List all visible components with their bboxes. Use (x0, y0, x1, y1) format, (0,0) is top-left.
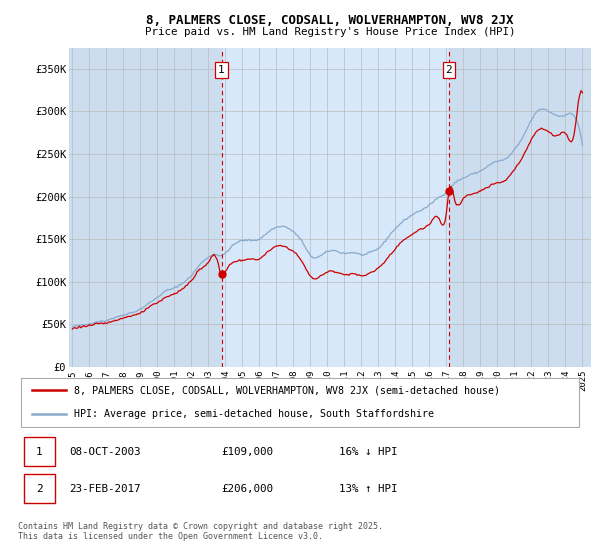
Text: HPI: Average price, semi-detached house, South Staffordshire: HPI: Average price, semi-detached house,… (74, 409, 434, 419)
Text: 23-FEB-2017: 23-FEB-2017 (69, 484, 140, 493)
Text: 2: 2 (36, 484, 43, 493)
Text: 1: 1 (218, 65, 225, 75)
FancyBboxPatch shape (23, 474, 55, 503)
Text: £109,000: £109,000 (221, 447, 273, 456)
Text: 16% ↓ HPI: 16% ↓ HPI (340, 447, 398, 456)
Text: £206,000: £206,000 (221, 484, 273, 493)
Text: 1: 1 (36, 447, 43, 456)
Text: 13% ↑ HPI: 13% ↑ HPI (340, 484, 398, 493)
Text: Contains HM Land Registry data © Crown copyright and database right 2025.
This d: Contains HM Land Registry data © Crown c… (18, 522, 383, 542)
Bar (221, 48, 449, 367)
Text: 8, PALMERS CLOSE, CODSALL, WOLVERHAMPTON, WV8 2JX: 8, PALMERS CLOSE, CODSALL, WOLVERHAMPTON… (146, 14, 514, 27)
Text: 2: 2 (445, 65, 452, 75)
FancyBboxPatch shape (21, 378, 579, 427)
Text: 08-OCT-2003: 08-OCT-2003 (69, 447, 140, 456)
Text: Price paid vs. HM Land Registry's House Price Index (HPI): Price paid vs. HM Land Registry's House … (145, 27, 515, 37)
Text: 8, PALMERS CLOSE, CODSALL, WOLVERHAMPTON, WV8 2JX (semi-detached house): 8, PALMERS CLOSE, CODSALL, WOLVERHAMPTON… (74, 385, 500, 395)
FancyBboxPatch shape (23, 437, 55, 466)
